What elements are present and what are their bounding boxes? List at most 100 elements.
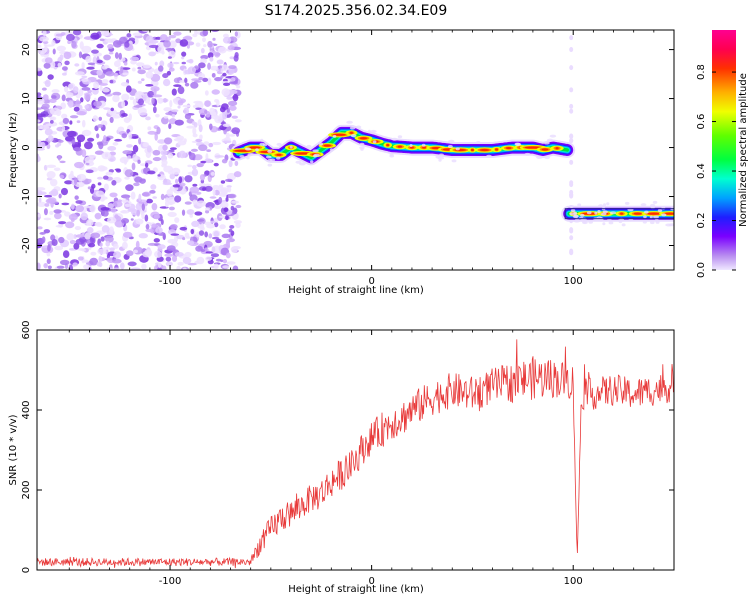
noise-speck: [114, 214, 119, 219]
ridge-halo-speck: [372, 140, 377, 144]
noise-speck: [220, 180, 226, 184]
ridge-peak: [664, 212, 674, 215]
noise-speck: [141, 78, 145, 82]
noise-speck: [141, 203, 146, 211]
noise-speck: [100, 198, 105, 202]
noise-speck: [108, 226, 114, 235]
noise-speck: [112, 142, 119, 146]
noise-speck: [135, 202, 143, 211]
noise-speck: [119, 199, 129, 203]
noise-speck: [86, 227, 94, 234]
ridge-halo-speck: [346, 120, 353, 124]
noise-speck: [137, 66, 142, 70]
noise-speck: [90, 251, 97, 256]
noise-speck: [107, 216, 117, 224]
ridge-halo-speck: [598, 204, 604, 208]
noise-speck: [121, 218, 130, 224]
noise-speck: [87, 137, 95, 142]
noise-speck: [233, 54, 239, 62]
noise-speck: [105, 171, 113, 176]
noise-speck: [42, 99, 51, 104]
noise-speck: [169, 99, 173, 108]
noise-speck: [81, 86, 91, 91]
noise-speck: [130, 191, 136, 200]
noise-speck: [99, 242, 103, 247]
noise-speck: [181, 56, 185, 60]
ridge-halo-speck: [640, 203, 647, 207]
noise-speck: [200, 54, 209, 60]
noise-speck: [175, 178, 179, 184]
ridge-peak: [495, 148, 499, 151]
spectrogram-x-tick-label: -100: [159, 276, 182, 287]
noise-speck: [130, 267, 141, 270]
snr-x-tick-label: 0: [368, 576, 374, 587]
noise-speck: [55, 144, 60, 148]
noise-speck: [142, 64, 151, 69]
ridge-halo-speck: [588, 220, 593, 224]
noise-speck: [188, 58, 194, 64]
noise-speck: [67, 100, 74, 108]
noise-speck: [193, 100, 203, 104]
noise-speck: [70, 203, 75, 210]
colorbar-tick-label: 0.2: [696, 213, 707, 229]
noise-speck: [169, 173, 176, 180]
noise-speck: [227, 193, 237, 199]
noise-speck: [193, 121, 198, 128]
noise-speck: [190, 228, 195, 235]
ridge-halo-speck: [546, 138, 554, 142]
noise-speck: [210, 253, 220, 258]
noise-speck: [233, 220, 242, 225]
ridge-peak: [620, 212, 624, 215]
noise-speck: [569, 47, 574, 53]
ridge-peak: [422, 146, 426, 149]
noise-speck: [126, 155, 132, 160]
ridge-halo-speck: [355, 125, 362, 129]
noise-speck: [37, 44, 42, 49]
noise-speck: [159, 60, 165, 67]
noise-speck: [87, 89, 93, 94]
noise-speck: [196, 256, 205, 265]
noise-speck: [176, 265, 181, 270]
noise-speck: [221, 88, 230, 96]
noise-speck: [125, 250, 134, 257]
ridge-halo-speck: [247, 152, 255, 156]
noise-speck: [53, 212, 62, 220]
noise-speck: [74, 63, 80, 67]
noise-speck: [37, 226, 43, 230]
noise-speck: [223, 128, 227, 135]
noise-speck: [58, 221, 67, 225]
noise-speck: [122, 72, 129, 76]
noise-speck: [160, 150, 168, 156]
noise-speck: [37, 67, 42, 72]
noise-speck: [214, 77, 223, 82]
noise-speck: [165, 261, 173, 267]
ridge-halo-speck: [451, 159, 457, 163]
noise-speck: [105, 240, 111, 247]
noise-speck: [212, 188, 216, 197]
noise-speck: [91, 49, 99, 54]
noise-speck: [58, 236, 65, 244]
noise-speck: [122, 231, 133, 238]
noise-speck: [125, 85, 132, 93]
noise-speck: [86, 66, 95, 70]
noise-speck: [124, 176, 130, 180]
noise-speck: [63, 85, 69, 93]
noise-speck: [72, 30, 82, 36]
ridge-halo-speck: [455, 147, 460, 151]
noise-speck: [84, 93, 91, 101]
noise-speck: [130, 59, 137, 65]
noise-speck: [198, 230, 205, 236]
ridge-peak: [323, 144, 332, 147]
noise-speck: [211, 112, 217, 116]
noise-speck: [184, 251, 192, 258]
noise-speck: [132, 144, 139, 153]
noise-speck: [192, 133, 198, 138]
noise-speck: [59, 160, 66, 164]
noise-speck: [210, 65, 219, 71]
noise-speck: [75, 205, 85, 213]
noise-speck: [60, 32, 66, 36]
noise-speck: [101, 210, 109, 217]
noise-speck: [52, 48, 56, 55]
noise-speck: [171, 109, 179, 113]
ridge-halo-speck: [312, 149, 319, 153]
